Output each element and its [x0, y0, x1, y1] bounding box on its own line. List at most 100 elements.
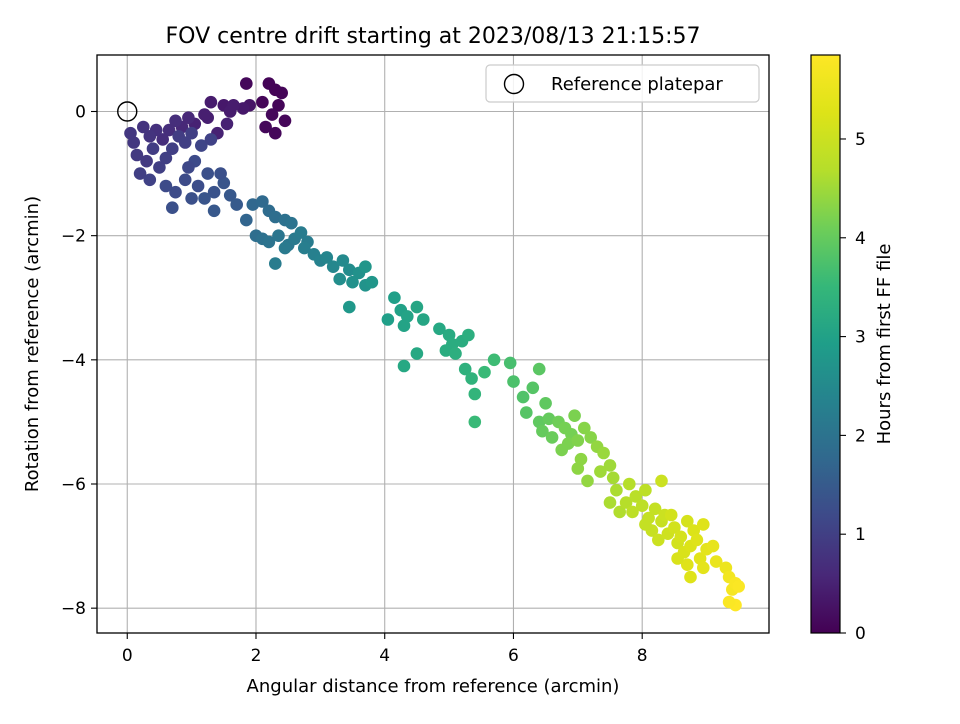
colorbar-tick-label: 5: [855, 130, 866, 150]
scatter-point: [410, 347, 424, 360]
colorbar-ticks: 0 1 2 3 4 5: [840, 130, 866, 644]
scatter-point: [532, 362, 546, 376]
scatter-point: [635, 499, 649, 512]
scatter-point: [223, 189, 237, 202]
scatter-point: [133, 167, 147, 180]
scatter-point: [140, 154, 153, 168]
scatter-point: [198, 192, 211, 205]
scatter-point: [568, 409, 581, 423]
scatter-point: [584, 431, 597, 444]
scatter-point: [732, 580, 745, 593]
scatter-point: [706, 539, 720, 553]
scatter-point: [397, 319, 411, 333]
scatter-point: [143, 130, 157, 143]
x-axis-label: Angular distance from reference (arcmin): [247, 676, 620, 697]
scatter-point: [410, 300, 424, 314]
scatter-point: [269, 83, 282, 97]
scatter-point: [166, 201, 179, 214]
scatter-point: [664, 508, 678, 522]
y-tick-label: −8: [61, 599, 86, 619]
scatter-point: [285, 216, 298, 230]
scatter-point: [333, 272, 347, 286]
scatter-point: [722, 595, 736, 609]
scatter-point: [610, 483, 623, 497]
scatter-point: [278, 114, 292, 128]
scatter-point: [578, 421, 591, 435]
scatter-point: [156, 133, 169, 146]
scatter-point: [185, 192, 198, 205]
scatter-point: [137, 120, 150, 134]
y-axis-ticks: 0 −2 −4 −6 −8: [61, 102, 97, 619]
scatter-point: [545, 431, 559, 444]
scatter-point: [214, 167, 227, 180]
colorbar-tick-label: 4: [855, 229, 866, 249]
scatter-point: [542, 412, 556, 426]
scatter-point: [697, 561, 710, 575]
scatter-point: [439, 344, 453, 357]
x-tick-label: 0: [122, 646, 133, 666]
scatter-point: [230, 198, 243, 211]
scatter-point: [162, 123, 176, 137]
legend-marker-open-circle: [503, 73, 525, 95]
scatter-point: [259, 120, 272, 134]
chart-title: FOV centre drift starting at 2023/08/13 …: [166, 24, 701, 49]
scatter-point: [516, 390, 530, 404]
colorbar-label: Hours from first FF file: [874, 244, 895, 445]
scatter-point: [269, 257, 282, 270]
scatter-point: [388, 291, 401, 305]
scatter-point: [571, 462, 585, 475]
scatter-point: [449, 347, 462, 360]
scatter-point: [146, 142, 160, 155]
scatter-point: [143, 173, 157, 187]
scatter-point: [594, 465, 607, 478]
scatter-point: [343, 263, 356, 277]
colorbar-tick-label: 3: [855, 328, 866, 348]
scatter-point: [240, 213, 253, 227]
scatter-point: [381, 313, 395, 326]
scatter-point: [227, 99, 240, 112]
scatter-point: [178, 136, 192, 149]
scatter-point: [269, 210, 282, 224]
scatter-point: [278, 241, 292, 255]
scatter-point: [571, 434, 585, 447]
colorbar-tick-label: 2: [855, 426, 866, 446]
scatter-point: [359, 260, 372, 274]
scatter-point: [681, 558, 694, 571]
scatter-point: [690, 533, 704, 547]
scatter-point: [648, 502, 662, 516]
scatter-point: [626, 505, 639, 519]
scatter-point: [198, 108, 211, 121]
scatter-point: [166, 142, 179, 155]
y-tick-label: 0: [75, 102, 86, 122]
legend-label: Reference platepar: [551, 74, 723, 95]
scatter-point: [246, 198, 260, 211]
scatter-point: [619, 496, 633, 509]
scatter-point: [185, 126, 198, 140]
scatter-point: [336, 254, 350, 267]
scatter-point: [256, 195, 269, 208]
scatter-point: [503, 356, 517, 370]
scatter-point: [639, 483, 652, 497]
scatter-point: [465, 372, 478, 385]
x-tick-label: 6: [508, 646, 519, 666]
scatter-point: [507, 375, 520, 388]
reference-marker-layer: [117, 101, 138, 122]
scatter-point: [169, 114, 182, 128]
x-axis-ticks: 0 2 4 6 8: [122, 633, 648, 666]
scatter-point: [320, 251, 334, 264]
scatter-point: [433, 322, 446, 336]
scatter-point: [671, 552, 684, 565]
colorbar: [810, 54, 841, 634]
scatter-point: [652, 533, 665, 547]
scatter-point: [204, 133, 218, 146]
scatter-point: [487, 353, 501, 367]
scatter-point: [684, 570, 697, 584]
scatter-point: [159, 151, 173, 165]
scatter-point: [458, 362, 472, 376]
scatter-point: [298, 241, 311, 255]
y-tick-label: −2: [61, 227, 86, 247]
scatter-point: [130, 148, 144, 162]
scatter-point: [603, 459, 617, 472]
